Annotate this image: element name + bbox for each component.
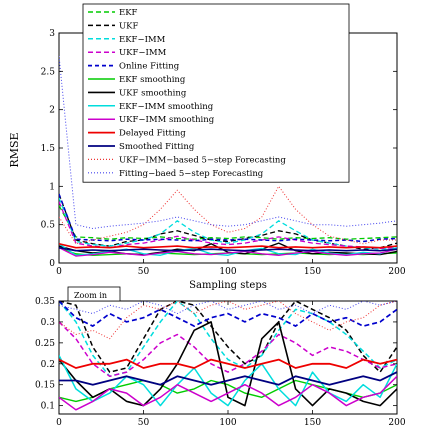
top-x-tick-label-4: 200 [388, 267, 405, 277]
top-y-tick-label-2: 1 [49, 182, 55, 192]
top-series-line-10 [59, 246, 397, 252]
top-y-axis-label: RMSE [8, 132, 21, 167]
bottom-y-tick-label-0: 0.1 [41, 402, 55, 412]
top-x-tick-label-2: 100 [219, 267, 236, 277]
bottom-x-tick-label-0: 0 [56, 418, 62, 428]
bottom-axes-group: 0 50 100 150 200 0.1 0.15 0.2 0.25 0.3 0.35 [35, 297, 406, 428]
legend-label-0: EKF [119, 8, 138, 18]
bottom-series-line-11 [59, 371, 397, 386]
zoom-in-label-box [67, 286, 121, 302]
bottom-series-line-8 [59, 355, 397, 407]
legend-label-4: Online Fitting [119, 62, 180, 72]
legend-label-2: EKF−IMM [119, 35, 166, 45]
legend-label-8: UKF−IMM smoothing [119, 115, 215, 125]
bottom-series-line-10 [59, 358, 397, 369]
top-x-tick-label-0: 0 [56, 267, 62, 277]
bottom-series-line-7 [59, 321, 397, 407]
bottom-y-tick-label-5: 0.35 [35, 297, 55, 307]
top-series-line-0 [59, 205, 397, 240]
legend-label-9: Delayed Fitting [119, 129, 186, 139]
bottom-y-tick-label-4: 0.3 [41, 318, 56, 328]
top-x-tick-label-1: 50 [138, 267, 150, 277]
legend-box [82, 3, 350, 183]
top-x-tick-label-3: 150 [304, 267, 321, 277]
bottom-series-line-2 [59, 321, 397, 378]
bottom-y-tick-label-1: 0.15 [35, 381, 55, 391]
bottom-series-line-3 [59, 301, 397, 327]
legend-label-12: Fitting−baed 5−step Forecasting [119, 169, 264, 179]
legend: EKF UKF EKF−IMM UKF−IMM Online Fitting EKF sm… [82, 3, 350, 183]
zoom-in-label: Zoom in [74, 291, 107, 300]
legend-label-10: Smoothed Fitting [119, 142, 195, 152]
top-x-axis-label: Sampling steps [189, 280, 267, 291]
legend-label-7: EKF−IMM smoothing [119, 102, 214, 112]
top-y-tick-label-3: 1.5 [41, 144, 56, 154]
top-series-group [59, 55, 397, 257]
bottom-series-line-9 [59, 375, 397, 411]
bottom-x-tick-label-4: 200 [388, 418, 405, 428]
bottom-series-group [59, 301, 397, 411]
bottom-y-tick-label-2: 0.2 [41, 360, 55, 370]
top-y-tick-label-4: 2 [49, 106, 55, 116]
top-series-line-4 [59, 193, 397, 243]
top-y-tick-label-0: 0 [49, 259, 55, 269]
top-y-tick-label-5: 2.5 [41, 67, 56, 77]
legend-label-6: UKF smoothing [119, 88, 187, 98]
bottom-x-tick-label-3: 150 [304, 418, 321, 428]
legend-label-3: UKF−IMM [119, 48, 167, 58]
top-series-line-12 [59, 55, 397, 229]
bottom-series-line-0 [59, 301, 397, 373]
top-y-tick-label-1: 0.5 [41, 221, 56, 231]
legend-label-5: EKF smoothing [119, 75, 186, 85]
legend-label-11: UKF−IMM−based 5−step Forecasting [119, 155, 286, 165]
top-series-line-2 [59, 197, 397, 250]
top-series-line-9 [59, 243, 397, 249]
top-series-line-11 [59, 185, 397, 245]
legend-label-1: UKF [119, 21, 139, 31]
top-axes-group: 0 50 100 150 200 0 0.5 1 1.5 2 2.5 3 [41, 29, 406, 277]
bottom-x-tick-label-2: 100 [219, 418, 236, 428]
bottom-series-line-4 [59, 301, 397, 340]
top-y-tick-label-6: 3 [49, 29, 55, 39]
bottom-y-tick-label-3: 0.25 [35, 339, 55, 349]
bottom-x-tick-label-1: 50 [138, 418, 150, 428]
top-series-line-8 [59, 247, 397, 257]
